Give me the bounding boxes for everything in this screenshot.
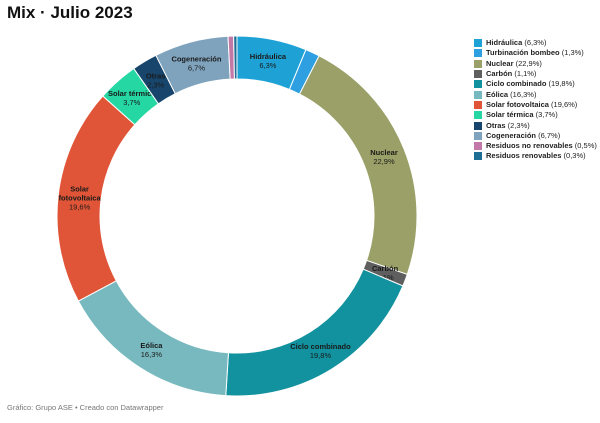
legend-label: Otras	[486, 120, 506, 130]
legend-value: (19,6%)	[548, 99, 578, 109]
legend-item-solar-termica: Solar térmica (3,7%)	[474, 110, 597, 120]
slice-label-ciclo-combinado: Ciclo combinado 19,8%	[290, 342, 351, 360]
legend-value: (6,7%)	[536, 130, 561, 140]
slice-nuclear	[298, 55, 418, 276]
legend-item-turbinacion-bombeo: Turbinación bombeo (1,3%)	[474, 48, 597, 58]
legend-swatch	[474, 152, 482, 161]
legend-label: Residuos no renovables	[486, 141, 573, 151]
legend-value: (6,3%)	[522, 38, 547, 48]
legend: Hidráulica (6,3%) Turbinación bombeo (1,3…	[474, 38, 597, 162]
legend-swatch	[474, 49, 482, 58]
legend-label: Hidráulica	[486, 38, 523, 48]
legend-item-nuclear: Nuclear (22,9%)	[474, 59, 597, 69]
slice-label-otras: Otras 2,3%	[146, 71, 166, 89]
legend-item-residuos-renovables: Residuos renovables (0,3%)	[474, 151, 597, 161]
legend-value: (1,1%)	[512, 69, 537, 79]
legend-swatch	[474, 59, 482, 68]
slice-label-solar-fotovoltaica: Solar fotovoltaica 19,6%	[59, 184, 102, 211]
legend-value: (1,3%)	[559, 48, 584, 58]
slice-label-cogeneracion: Cogeneración 6,7%	[171, 54, 221, 72]
legend-value: (0,3%)	[561, 151, 586, 161]
legend-label: Solar térmica	[486, 110, 534, 120]
legend-item-eolica: Eólica (16,3%)	[474, 89, 597, 99]
legend-label: Turbinación bombeo	[486, 48, 560, 58]
legend-label: Nuclear	[486, 58, 514, 68]
legend-label: Residuos renovables	[486, 151, 562, 161]
legend-value: (22,9%)	[513, 58, 542, 68]
legend-swatch	[474, 39, 482, 48]
slice-label-nuclear: Nuclear 22,9%	[370, 148, 398, 166]
chart-footer: Gráfico: Grupo ASE • Creado con Datawrap…	[7, 403, 164, 412]
legend-swatch	[474, 90, 482, 99]
legend-value: (19,8%)	[546, 79, 575, 89]
legend-item-carbon: Carbón (1,1%)	[474, 69, 597, 79]
donut-chart: Hidráulica 6,3% Nuclear 22,9% Carbón 1,1% Cicl…	[56, 35, 418, 397]
legend-value: (3,7%)	[533, 110, 558, 120]
legend-swatch	[474, 100, 482, 109]
legend-item-hidraulica: Hidráulica (6,3%)	[474, 38, 597, 48]
legend-value: (0,5%)	[572, 141, 597, 151]
legend-item-ciclo-combinado: Ciclo combinado (19,8%)	[474, 79, 597, 89]
slice-residuos-renovables	[233, 35, 238, 80]
slice-label-eolica: Eólica 16,3%	[140, 341, 163, 359]
legend-label: Cogeneración	[486, 130, 537, 140]
legend-swatch	[474, 70, 482, 79]
legend-item-residuos-no-renovables: Residuos no renovables (0,5%)	[474, 141, 597, 151]
slice-label-carbon: Carbón 1,1%	[372, 264, 399, 282]
slice-ciclo-combinado	[225, 268, 404, 397]
slice-label-solar-termica: Solar térmica 3,7%	[108, 89, 156, 107]
legend-swatch	[474, 131, 482, 140]
chart-title: Mix · Julio 2023	[7, 3, 133, 22]
legend-item-cogeneracion: Cogeneración (6,7%)	[474, 131, 597, 141]
legend-label: Carbón	[486, 69, 513, 79]
slice-label-hidraulica: Hidráulica 6,3%	[250, 52, 287, 70]
slice-eolica	[77, 280, 229, 397]
legend-swatch	[474, 121, 482, 130]
legend-value: (16,3%)	[508, 89, 537, 99]
legend-item-otras: Otras (2,3%)	[474, 120, 597, 130]
legend-value: (2,3%)	[505, 120, 530, 130]
legend-swatch	[474, 111, 482, 120]
legend-label: Ciclo combinado	[486, 79, 547, 89]
legend-label: Solar fotovoltaica	[486, 99, 549, 109]
legend-swatch	[474, 142, 482, 151]
legend-label: Eólica	[486, 89, 509, 99]
legend-swatch	[474, 80, 482, 89]
legend-item-solar-fotovoltaica: Solar fotovoltaica (19,6%)	[474, 100, 597, 110]
